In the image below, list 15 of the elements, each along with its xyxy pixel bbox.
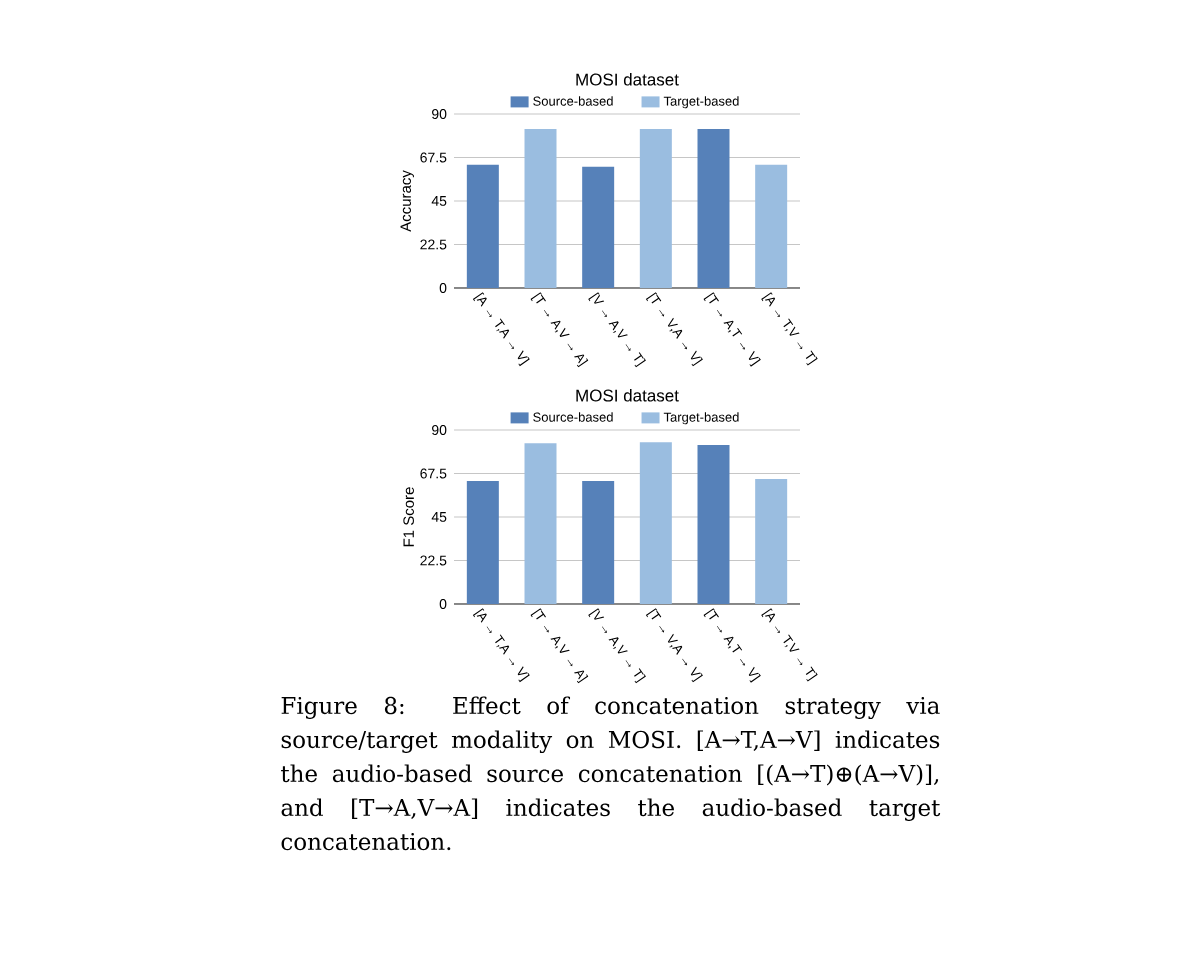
bar (755, 479, 788, 604)
chart-title: MOSI dataset (576, 389, 679, 402)
bar (466, 164, 499, 288)
bar (582, 481, 615, 604)
bar (639, 442, 672, 604)
bar (466, 481, 499, 604)
bar (755, 164, 788, 288)
bar (639, 129, 672, 288)
bar (697, 129, 730, 288)
caption: Figure 8: Effect of concatenation strategy via source/target modality on MOSI. [A→T,A→V] indicates the audio-based source concatenation [(A→T)⊕(A→V)], and [T→A,V→A] indicates the audio-based target concatenation. (281, 696, 941, 851)
chart-title: MOSI dataset (576, 73, 679, 86)
bar (582, 166, 615, 288)
bar (524, 129, 557, 288)
bar (524, 443, 557, 604)
bar (697, 444, 730, 604)
